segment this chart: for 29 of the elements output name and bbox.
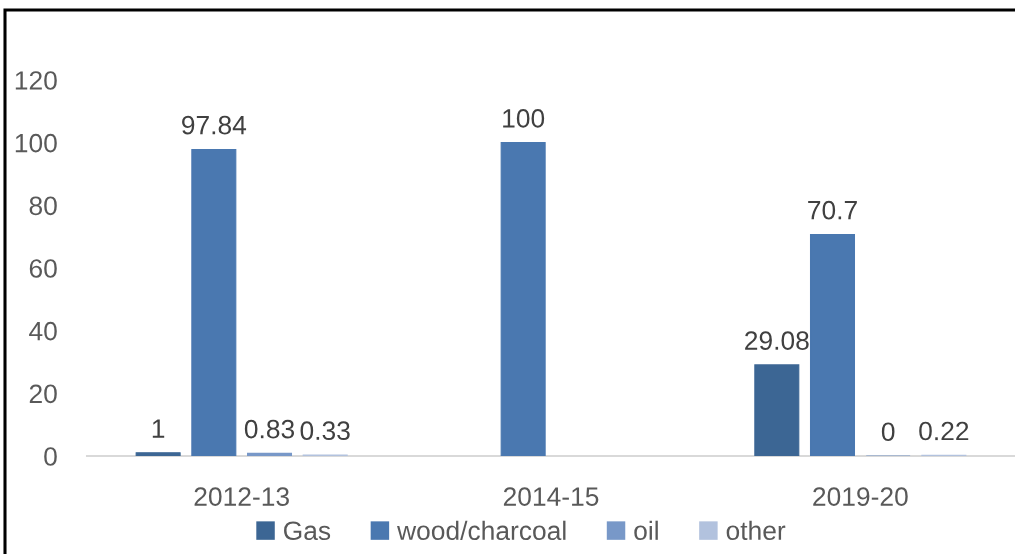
bar bbox=[191, 148, 237, 456]
legend-label: Gas bbox=[284, 521, 331, 541]
data-label: 70.7 bbox=[808, 200, 857, 220]
data-label: 0.22 bbox=[919, 421, 969, 441]
data-label: 1 bbox=[152, 419, 165, 438]
x-tick-label: 2012-13 bbox=[194, 487, 289, 506]
x-tick-label: 2014-15 bbox=[503, 487, 599, 506]
y-tick-label: 100 bbox=[15, 133, 57, 153]
data-label: 0.33 bbox=[300, 421, 350, 441]
data-label: 0.83 bbox=[244, 419, 295, 439]
y-tick-label: 60 bbox=[29, 259, 57, 278]
data-label: 0 bbox=[881, 422, 895, 442]
legend-label: oil bbox=[634, 520, 658, 541]
bar bbox=[500, 142, 546, 456]
data-label: 100 bbox=[503, 109, 545, 128]
bar bbox=[246, 452, 293, 456]
y-tick-label: 120 bbox=[15, 71, 57, 90]
y-tick-label: 40 bbox=[29, 321, 57, 341]
y-tick-label: 0 bbox=[44, 447, 57, 466]
x-tick-label: 2019-20 bbox=[813, 487, 908, 506]
bar bbox=[754, 364, 800, 456]
legend-label: wood/charcoal bbox=[397, 520, 566, 541]
bar bbox=[809, 233, 856, 456]
data-label: 29.08 bbox=[745, 331, 809, 350]
y-tick-label: 80 bbox=[29, 196, 57, 216]
y-tick-label: 20 bbox=[29, 384, 57, 404]
legend-label: other bbox=[726, 520, 786, 541]
bar bbox=[135, 452, 181, 456]
data-label: 97.84 bbox=[182, 115, 247, 135]
